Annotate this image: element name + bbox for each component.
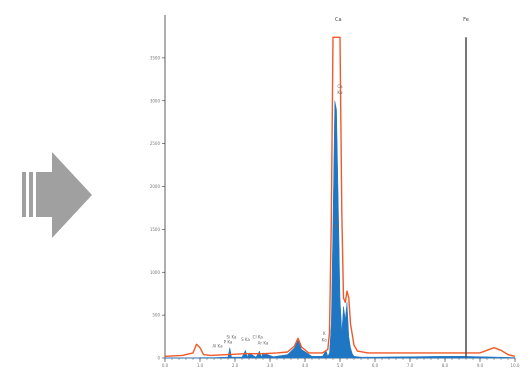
y-tick-label: 3000: [150, 98, 161, 103]
x-tick-label: 3.0: [267, 363, 274, 368]
peak-annotation: K: [335, 217, 338, 222]
x-tick-label: 2.0: [232, 363, 239, 368]
peak-annotation: K: [323, 331, 326, 336]
right-arrow-icon: [22, 152, 92, 238]
y-tick-label: 500: [152, 313, 160, 318]
x-tick-label: 6.0: [372, 363, 379, 368]
peak-annotation: Kα: [334, 224, 340, 229]
x-tick-label: 4.0: [302, 363, 309, 368]
peak-annotation: Kα: [322, 338, 328, 343]
y-tick-label: 0: [157, 356, 160, 361]
peak-annotation: Al Ka: [212, 344, 223, 349]
peak-annotation: S Ka: [241, 337, 250, 342]
y-tick-label: 2500: [150, 141, 161, 146]
element-marker-label: Fe: [463, 17, 469, 23]
x-tick-label: 10.0: [511, 363, 520, 368]
fitted-spectrum-line: [164, 36, 516, 357]
x-tick-label: 1.0: [197, 363, 204, 368]
x-tick-label: 5.0: [337, 363, 344, 368]
x-tick-label: 8.0: [442, 363, 449, 368]
peak-annotation: Cl Ka: [253, 334, 264, 339]
y-tick-label: 3500: [150, 55, 161, 60]
x-tick-label: 7.0: [407, 363, 414, 368]
peak-annotation: Ca: [337, 84, 343, 89]
peak-annotation: Ca: [335, 17, 342, 23]
y-tick-label: 1500: [150, 227, 161, 232]
peak-annotation: Kα: [337, 90, 343, 95]
x-tick-label: 9.0: [477, 363, 484, 368]
peak-annotation: P Ka: [224, 339, 233, 344]
y-tick-label: 1000: [150, 270, 161, 275]
x-tick-label: 0.0: [162, 363, 169, 368]
measured-spectrum-area: [165, 100, 516, 359]
peak-annotation: Ar Ka: [258, 340, 269, 345]
peak-annotation: Si Ka: [227, 334, 237, 339]
y-tick-label: 2000: [150, 184, 161, 189]
